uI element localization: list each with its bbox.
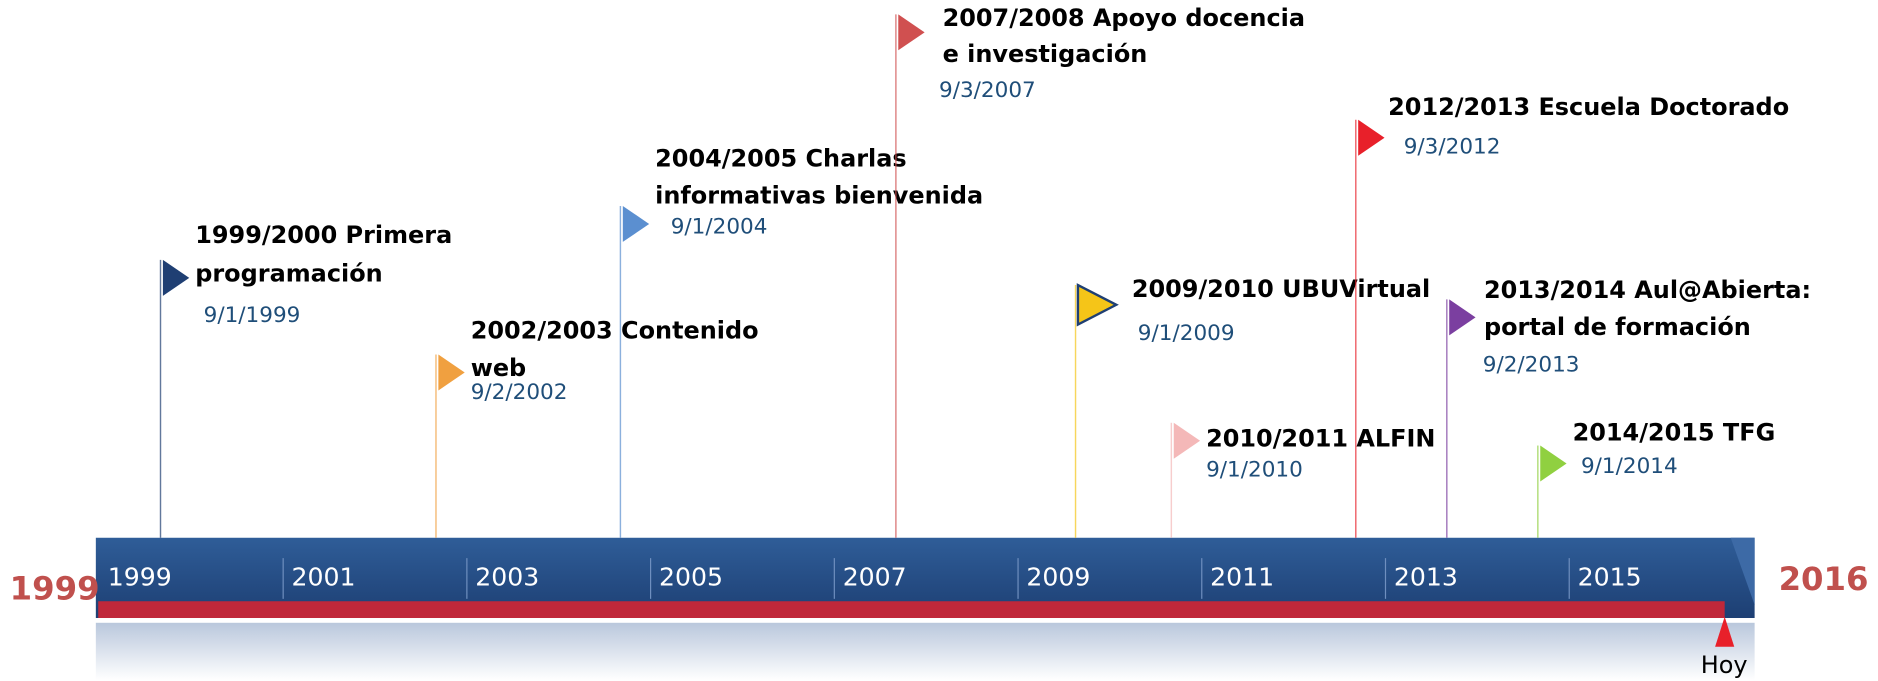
today-label: Hoy [1701,651,1748,679]
event-title: 2002/2003 Contenido [471,317,759,345]
event-title: portal de formación [1484,313,1751,341]
event-title: 2009/2010 UBUVirtual [1132,275,1430,303]
bar-reflection [95,622,1755,681]
event-date: 9/1/2010 [1206,458,1303,483]
event-date: 9/1/1999 [204,303,301,328]
event-date: 9/3/2007 [939,78,1036,103]
event-date: 9/1/2014 [1581,454,1678,479]
bar-bevel [1730,537,1755,605]
flag [438,354,465,391]
event-title: 2007/2008 Apoyo docencia [943,4,1305,32]
event-date: 9/2/2013 [1483,352,1580,377]
flag [162,259,190,296]
start-label: 1999 [10,569,100,607]
flag [1449,299,1476,336]
end-label: 2016 [1779,560,1869,598]
event-title: 1999/2000 Primera [195,221,452,249]
year-label: 2011 [1210,562,1274,591]
year-label: 2005 [659,562,723,591]
year-label: 2015 [1578,562,1642,591]
event-title: 2013/2014 Aul@Abierta: [1484,276,1811,304]
today-marker [1715,616,1735,647]
year-label: 2001 [292,562,356,591]
year-label: 2013 [1394,562,1458,591]
event-title: 2010/2011 ALFIN [1206,425,1435,453]
event-title: 2012/2013 Escuela Doctorado [1388,93,1789,121]
event-title: web [471,354,526,382]
year-label: 2003 [475,562,539,591]
event-date: 9/1/2004 [671,215,768,240]
event-date: 9/2/2002 [471,380,568,405]
flag [1173,422,1201,459]
flag [622,206,650,242]
elapsed-bar [98,601,1725,619]
event-title: e investigación [943,40,1148,68]
event-date: 9/3/2012 [1404,134,1501,159]
event-date: 9/1/2009 [1138,321,1235,346]
year-label: 2009 [1026,562,1090,591]
flag [1076,283,1119,327]
flag [1540,445,1567,482]
event-title: 2014/2015 TFG [1573,419,1776,447]
flag [1358,119,1385,156]
year-label: 1999 [108,562,172,591]
year-label: 2007 [843,562,907,591]
event-title: 2004/2005 Charlas [655,144,907,172]
event-title: programación [195,259,382,287]
flag [898,14,925,51]
event-title: informativas bienvenida [655,181,983,209]
